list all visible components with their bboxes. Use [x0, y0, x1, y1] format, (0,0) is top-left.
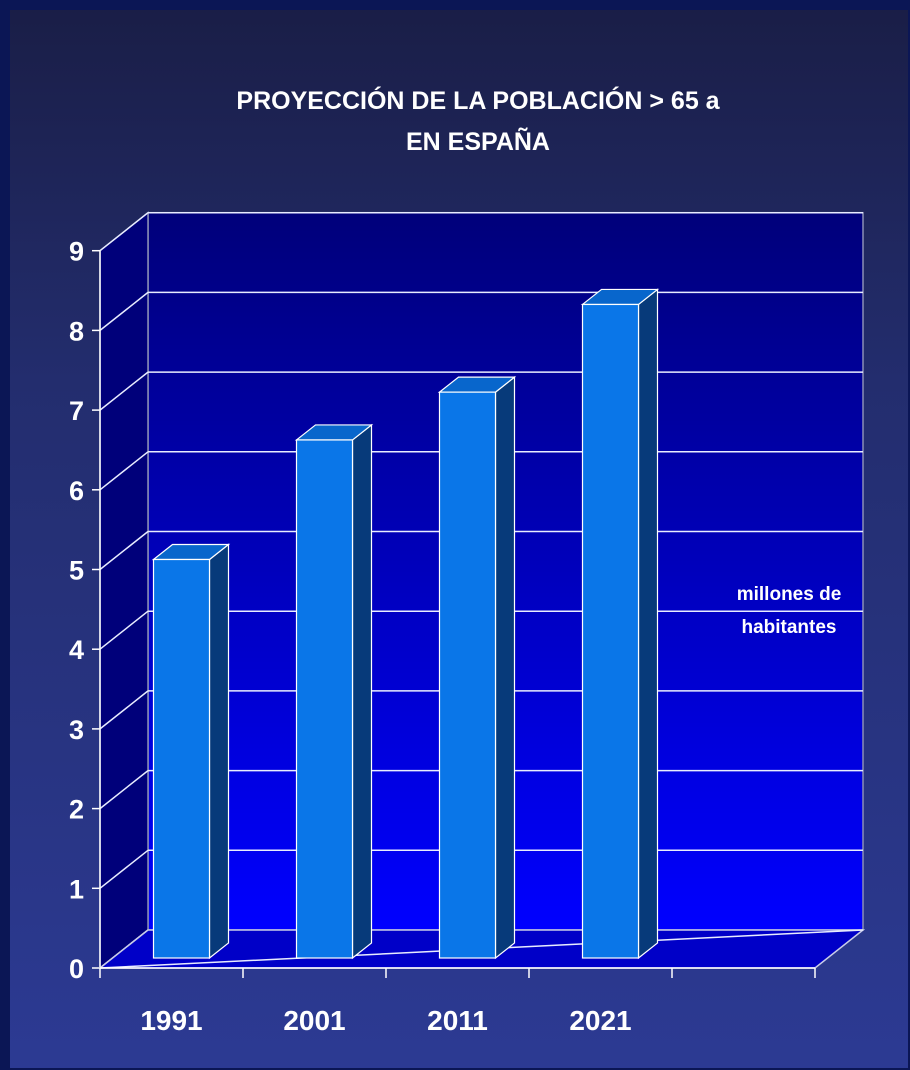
gridline-side — [99, 451, 149, 491]
y-tick-label: 5 — [69, 556, 84, 586]
bar-side — [637, 288, 659, 960]
gridline-side — [99, 610, 149, 650]
bar-side — [208, 543, 230, 960]
bar-2001 — [294, 423, 374, 960]
x-tick-label: 1991 — [140, 1005, 202, 1036]
bar-2021 — [580, 288, 660, 960]
bar-front — [152, 558, 211, 959]
y-tick-label: 9 — [69, 237, 84, 267]
gridline-side — [99, 371, 149, 411]
y-tick-label: 2 — [69, 795, 84, 825]
gridline-side — [99, 212, 149, 252]
gridline-side — [99, 530, 149, 571]
chart-title-line-1: PROYECCIÓN DE LA POBLACIÓN > 65 a — [236, 85, 720, 115]
value-axis: 0 1 2 3 4 5 6 7 8 9 — [69, 237, 101, 984]
bar-front — [295, 439, 354, 959]
gridline-side — [99, 291, 149, 331]
bar-side — [351, 423, 373, 960]
y-tick-label: 1 — [69, 874, 84, 904]
bar-front — [438, 391, 497, 959]
y-tick-label: 0 — [69, 954, 84, 984]
bar-front — [581, 303, 640, 959]
unit-label-line-1: millones de — [737, 584, 842, 605]
side-wall — [99, 211, 149, 970]
bar-side — [494, 375, 516, 960]
gridline-side — [99, 690, 149, 730]
x-tick-label: 2021 — [569, 1005, 631, 1036]
y-tick-label: 4 — [69, 635, 84, 665]
y-tick-label: 8 — [69, 316, 84, 346]
bar-2011 — [437, 375, 517, 960]
y-tick-label: 7 — [69, 396, 84, 426]
category-axis: 1991 2001 2011 2021 — [99, 967, 816, 1036]
y-tick-label: 6 — [69, 476, 84, 506]
bars — [151, 288, 660, 960]
x-tick-label: 2001 — [283, 1005, 345, 1036]
bar-1991 — [151, 543, 231, 960]
chart-title-line-2: EN ESPAÑA — [406, 126, 550, 156]
unit-label-line-2: habitantes — [741, 617, 836, 638]
gridline-side — [99, 849, 149, 889]
y-tick-label: 3 — [69, 715, 84, 745]
gridline-side — [99, 770, 149, 810]
x-tick-label: 2011 — [427, 1005, 488, 1036]
